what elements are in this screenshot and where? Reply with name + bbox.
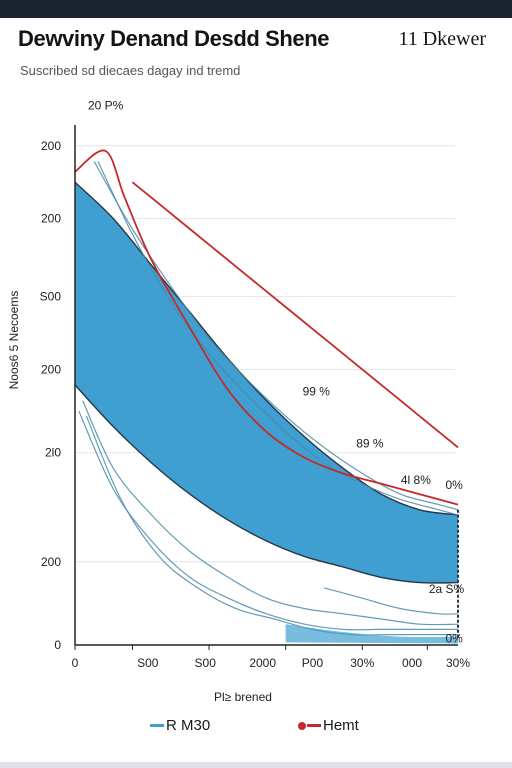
data-annotation: 2a S% bbox=[429, 582, 465, 596]
series-line-thin-lower-3 bbox=[85, 415, 458, 636]
series-line-thin-lower-2 bbox=[78, 410, 458, 631]
legend-swatch-red bbox=[298, 721, 306, 730]
series-line-thin-lower-1 bbox=[82, 400, 459, 626]
legend-swatch-blue bbox=[150, 724, 164, 727]
data-annotation: 0% bbox=[445, 478, 463, 492]
band-bottom-pool bbox=[285, 624, 458, 644]
corner-label: 11 Dkewer bbox=[398, 28, 486, 50]
legend-item-red: Hemt bbox=[298, 717, 359, 734]
data-annotation: 99 % bbox=[303, 384, 331, 398]
y-tick-label: 200 bbox=[41, 362, 61, 376]
series-line-thin-upper-2 bbox=[97, 161, 459, 516]
x-tick-label: S00 bbox=[195, 656, 217, 670]
series-line-thin-upper-1 bbox=[93, 161, 459, 511]
x-tick-label: 0 bbox=[72, 656, 79, 670]
x-axis-label: Pl≥ brened bbox=[214, 690, 272, 704]
x-tick-label: 000 bbox=[402, 656, 422, 670]
band-upper-edge bbox=[74, 181, 459, 516]
y-tick-label: S00 bbox=[40, 290, 62, 304]
x-tick-label: 30% bbox=[350, 656, 374, 670]
y-tick-label: 0 bbox=[54, 638, 61, 652]
x-tick-label: 2000 bbox=[249, 656, 276, 670]
data-annotation: 4l 8% bbox=[401, 473, 431, 487]
legend-item-band: R M30 bbox=[150, 717, 210, 734]
top-banner bbox=[0, 0, 512, 18]
x-tick-label: 30% bbox=[446, 656, 470, 670]
y-tick-label: 200 bbox=[41, 212, 61, 226]
chart-title: Dewviny Denand Desdd Shene bbox=[18, 26, 330, 51]
footer-strip bbox=[0, 762, 512, 768]
legend-label-red: Hemt bbox=[323, 717, 359, 734]
legend-swatch-red-line bbox=[307, 724, 321, 727]
series-line-thin-lower-4 bbox=[323, 587, 459, 615]
chart-legend: R M30 Hemt bbox=[0, 717, 512, 741]
series-line-red-upper bbox=[74, 149, 459, 506]
series-line-red-trend bbox=[131, 181, 459, 449]
legend-label-band: R M30 bbox=[166, 717, 211, 734]
data-annotation: 0% bbox=[445, 631, 463, 645]
x-tick-label: S00 bbox=[137, 656, 159, 670]
y-tick-label: 200 bbox=[41, 139, 61, 153]
y-tick-label: 2l0 bbox=[45, 446, 61, 460]
data-annotation: 20 P% bbox=[88, 98, 124, 112]
chart-subtitle: Suscribed sd diecaes dagay ind tremd bbox=[20, 63, 241, 78]
band-lower-edge bbox=[74, 384, 459, 584]
y-tick-label: 200 bbox=[41, 555, 61, 569]
data-annotation: 89 % bbox=[356, 436, 384, 450]
x-tick-label: P00 bbox=[302, 656, 324, 670]
